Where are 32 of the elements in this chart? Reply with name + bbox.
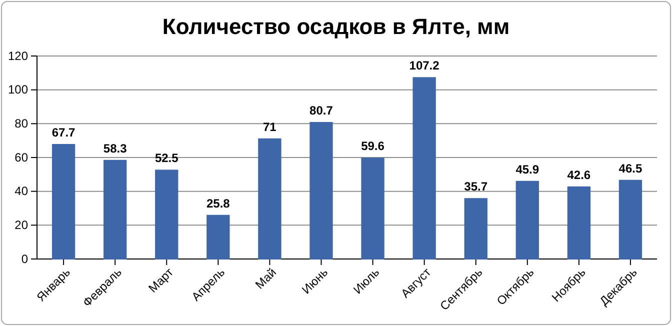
y-tick-label: 100 (8, 82, 28, 97)
chart-title: Количество осадков в Ялте, мм (162, 14, 510, 39)
data-label: 46.5 (618, 161, 642, 176)
bar (567, 186, 590, 260)
bar (464, 198, 488, 260)
data-label: 35.7 (464, 180, 488, 194)
bar (361, 158, 384, 260)
data-label: 58.3 (103, 141, 128, 156)
bar (155, 170, 178, 260)
y-tick-label: 120 (8, 48, 28, 63)
data-label: 71 (263, 120, 277, 134)
y-tick-label: 20 (14, 218, 28, 232)
bar (310, 122, 333, 260)
bar (516, 180, 539, 260)
bar (258, 138, 282, 260)
y-tick-label: 80 (14, 116, 28, 131)
y-tick-label: 0 (21, 252, 28, 266)
bar (618, 180, 642, 260)
data-label: 59.6 (361, 139, 385, 154)
bar (52, 144, 76, 260)
data-label: 25.8 (206, 196, 230, 210)
bar (206, 214, 230, 260)
y-tick-label: 40 (14, 184, 28, 198)
y-tick-label: 60 (14, 150, 28, 164)
data-label: 107.2 (409, 58, 440, 73)
bar (104, 160, 127, 260)
data-label: 52.5 (154, 151, 179, 166)
data-label: 80.7 (310, 103, 334, 118)
data-label: 45.9 (516, 162, 540, 176)
data-label: 67.7 (52, 125, 76, 140)
data-label: 42.6 (567, 168, 591, 182)
bar (412, 77, 436, 260)
